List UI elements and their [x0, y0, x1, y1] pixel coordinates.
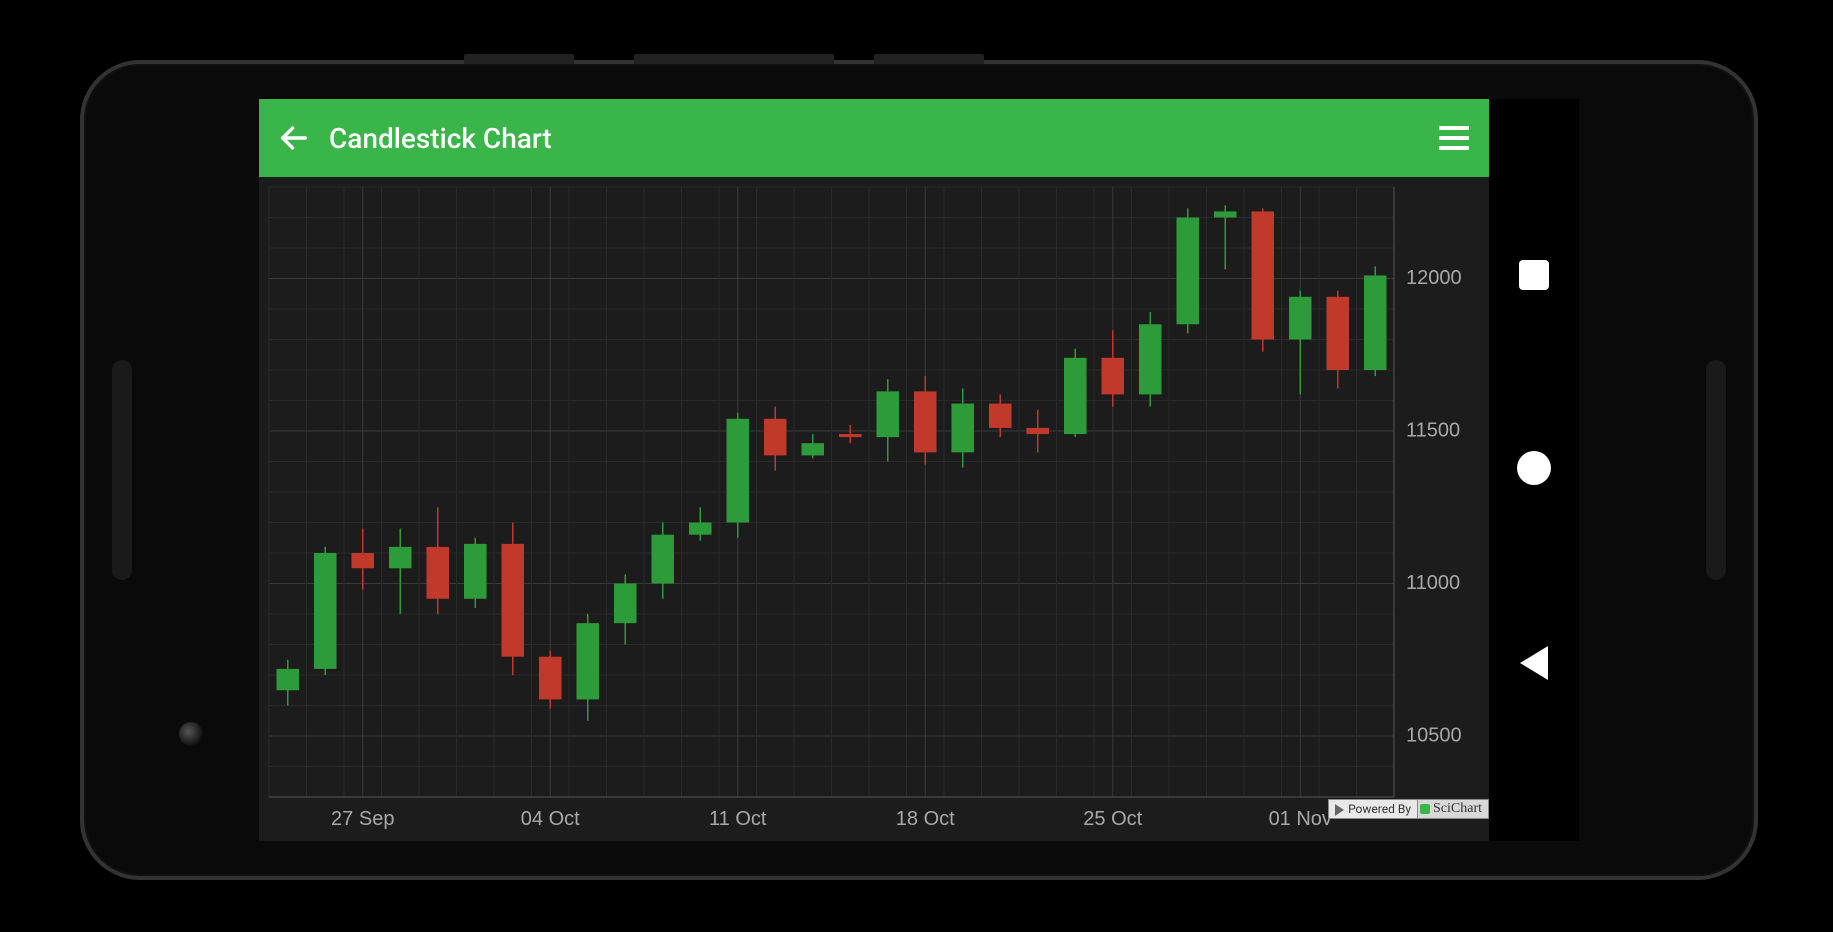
candle[interactable] [502, 544, 525, 657]
candle[interactable] [352, 553, 375, 568]
y-tick-label: 12000 [1406, 267, 1462, 289]
back-button[interactable] [259, 121, 329, 155]
candle[interactable] [1064, 358, 1087, 434]
phone-top-buttons [464, 54, 1064, 64]
candle[interactable] [389, 547, 412, 568]
phone-screen: Candlestick Chart 10500 11000 11500 12000 27… [259, 99, 1579, 841]
candle[interactable] [952, 404, 975, 453]
x-tick-label: 18 Oct [896, 808, 955, 830]
x-tick-label: 11 Oct [709, 808, 767, 830]
candle[interactable] [1139, 324, 1162, 394]
candle[interactable] [1214, 211, 1237, 217]
scichart-watermark: Powered By SciChart [1328, 798, 1489, 819]
x-tick-label: 01 Nov [1269, 808, 1332, 830]
stage: Candlestick Chart 10500 11000 11500 12000 27… [0, 0, 1833, 932]
candle[interactable] [914, 391, 937, 452]
app-title: Candlestick Chart [329, 122, 1419, 155]
back-arrow-icon [277, 121, 311, 155]
candle[interactable] [539, 657, 562, 700]
candle[interactable] [1252, 211, 1275, 339]
phone-camera [179, 722, 203, 746]
candle[interactable] [427, 547, 450, 599]
candle[interactable] [764, 419, 787, 456]
candle[interactable] [802, 443, 825, 455]
candle[interactable] [839, 434, 862, 437]
candle[interactable] [577, 623, 600, 699]
candle[interactable] [989, 404, 1012, 428]
x-tick-label: 04 Oct [521, 808, 580, 830]
phone-speaker-left [112, 360, 132, 580]
android-navbar [1489, 99, 1579, 841]
candlestick-chart[interactable]: 10500 11000 11500 12000 27 Sep 04 Oct 11 Oct 18… [259, 177, 1489, 841]
candle[interactable] [314, 553, 337, 669]
candle[interactable] [1327, 297, 1350, 370]
candle[interactable] [689, 523, 712, 535]
app-root: Candlestick Chart 10500 11000 11500 12000 27… [259, 99, 1489, 841]
nav-back-icon[interactable] [1520, 646, 1548, 680]
watermark-brand: SciChart [1433, 801, 1482, 816]
hamburger-icon [1439, 126, 1469, 150]
y-tick-label: 11000 [1406, 572, 1460, 594]
candle[interactable] [727, 419, 750, 523]
candle[interactable] [877, 391, 900, 437]
phone-frame: Candlestick Chart 10500 11000 11500 12000 27… [80, 60, 1758, 880]
candle[interactable] [1027, 428, 1050, 434]
candle[interactable] [1177, 218, 1200, 325]
watermark-powered-by: Powered By [1348, 802, 1411, 816]
nav-home-icon[interactable] [1517, 451, 1551, 485]
x-tick-label: 25 Oct [1083, 808, 1142, 830]
candle[interactable] [1289, 297, 1312, 340]
candle[interactable] [464, 544, 487, 599]
menu-button[interactable] [1419, 126, 1489, 150]
nav-recent-apps-icon[interactable] [1519, 260, 1549, 290]
app-bar: Candlestick Chart [259, 99, 1489, 177]
candle[interactable] [614, 584, 637, 624]
candle[interactable] [1102, 358, 1125, 395]
chart-container[interactable]: 10500 11000 11500 12000 27 Sep 04 Oct 11 Oct 18… [259, 177, 1489, 841]
y-tick-label: 11500 [1406, 419, 1460, 441]
phone-speaker-right [1706, 360, 1726, 580]
candle[interactable] [652, 535, 675, 584]
candle[interactable] [1364, 275, 1387, 370]
x-tick-label: 27 Sep [331, 808, 394, 830]
y-tick-label: 10500 [1406, 724, 1462, 746]
candle[interactable] [277, 669, 300, 690]
